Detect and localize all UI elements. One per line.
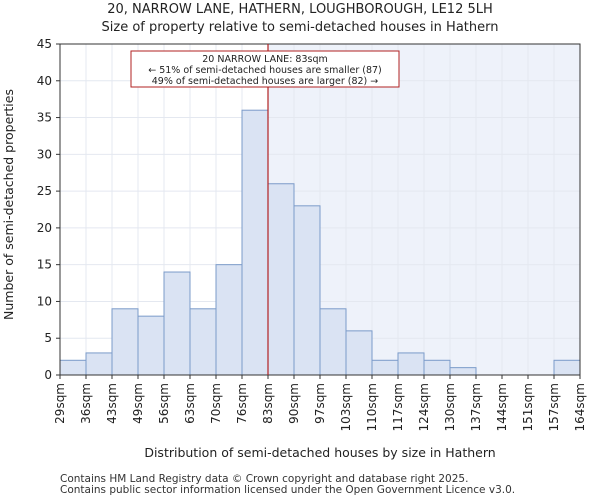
x-tick-label: 157sqm xyxy=(547,383,561,431)
x-tick-label: 137sqm xyxy=(469,383,483,431)
histogram-bar xyxy=(267,183,295,376)
annotation-line-1: 20 NARROW LANE: 83sqm xyxy=(202,54,327,65)
histogram-bar xyxy=(137,315,165,376)
histogram-bar xyxy=(293,205,321,376)
x-tick-label: 164sqm xyxy=(573,383,587,431)
x-tick-label: 36sqm xyxy=(79,383,93,424)
chart-subtitle: Size of property relative to semi-detach… xyxy=(101,20,499,35)
footer-copyright: Contains HM Land Registry data © Crown c… xyxy=(60,473,469,485)
y-tick-label: 20 xyxy=(37,221,52,235)
chart-title: 20, NARROW LANE, HATHERN, LOUGHBOROUGH, … xyxy=(107,2,493,17)
x-tick-label: 130sqm xyxy=(443,383,457,431)
y-tick-label: 15 xyxy=(37,258,52,272)
y-axis-label: Number of semi-detached properties xyxy=(1,89,16,320)
y-tick-label: 30 xyxy=(37,147,52,161)
y-tick-label: 45 xyxy=(37,37,52,51)
x-tick-label: 76sqm xyxy=(235,383,249,424)
x-tick-label: 97sqm xyxy=(313,383,327,424)
x-tick-label: 56sqm xyxy=(157,383,171,424)
x-tick-label: 49sqm xyxy=(131,383,145,424)
x-tick-label: 124sqm xyxy=(417,383,431,431)
x-tick-label: 110sqm xyxy=(365,383,379,431)
y-tick-label: 10 xyxy=(37,294,52,308)
x-tick-label: 83sqm xyxy=(261,383,275,424)
histogram-bar xyxy=(371,359,399,376)
annotation-box xyxy=(130,50,400,88)
histogram-bar xyxy=(397,352,425,376)
y-tick-label: 0 xyxy=(44,368,52,382)
annotation-line-2: ← 51% of semi-detached houses are smalle… xyxy=(148,65,382,76)
x-tick-label: 117sqm xyxy=(391,383,405,431)
histogram-bar xyxy=(319,308,347,376)
histogram-bar xyxy=(215,264,243,376)
x-tick-label: 144sqm xyxy=(495,383,509,431)
x-tick-label: 70sqm xyxy=(209,383,223,424)
histogram-bar xyxy=(449,367,477,376)
y-tick-label: 25 xyxy=(37,184,52,198)
footer-licence: Contains public sector information licen… xyxy=(60,484,516,496)
histogram-bar xyxy=(553,359,581,376)
y-tick-label: 35 xyxy=(37,111,52,125)
histogram-bar xyxy=(345,330,373,376)
histogram-bar xyxy=(241,109,269,376)
y-tick-label: 40 xyxy=(37,74,52,88)
x-axis-label: Distribution of semi-detached houses by … xyxy=(144,445,495,460)
histogram-bar xyxy=(111,308,139,376)
x-tick-label: 151sqm xyxy=(521,383,535,431)
histogram-bar xyxy=(423,359,451,376)
histogram-chart: 0 5 10 15 20 25 30 35 40 45 29sqm 36sqm 43sqm 49sqm 56… xyxy=(1,37,587,460)
histogram-bar xyxy=(85,352,113,376)
histogram-bar xyxy=(189,308,217,376)
x-tick-label: 103sqm xyxy=(339,383,353,431)
histogram-bar xyxy=(163,271,191,376)
x-tick-label: 43sqm xyxy=(105,383,119,424)
x-tick-label: 63sqm xyxy=(183,383,197,424)
histogram-bar xyxy=(59,359,87,376)
x-tick-label: 29sqm xyxy=(53,383,67,424)
y-tick-label: 5 xyxy=(44,331,52,345)
x-tick-label: 90sqm xyxy=(287,383,301,424)
annotation-line-3: 49% of semi-detached houses are larger (… xyxy=(152,76,379,87)
